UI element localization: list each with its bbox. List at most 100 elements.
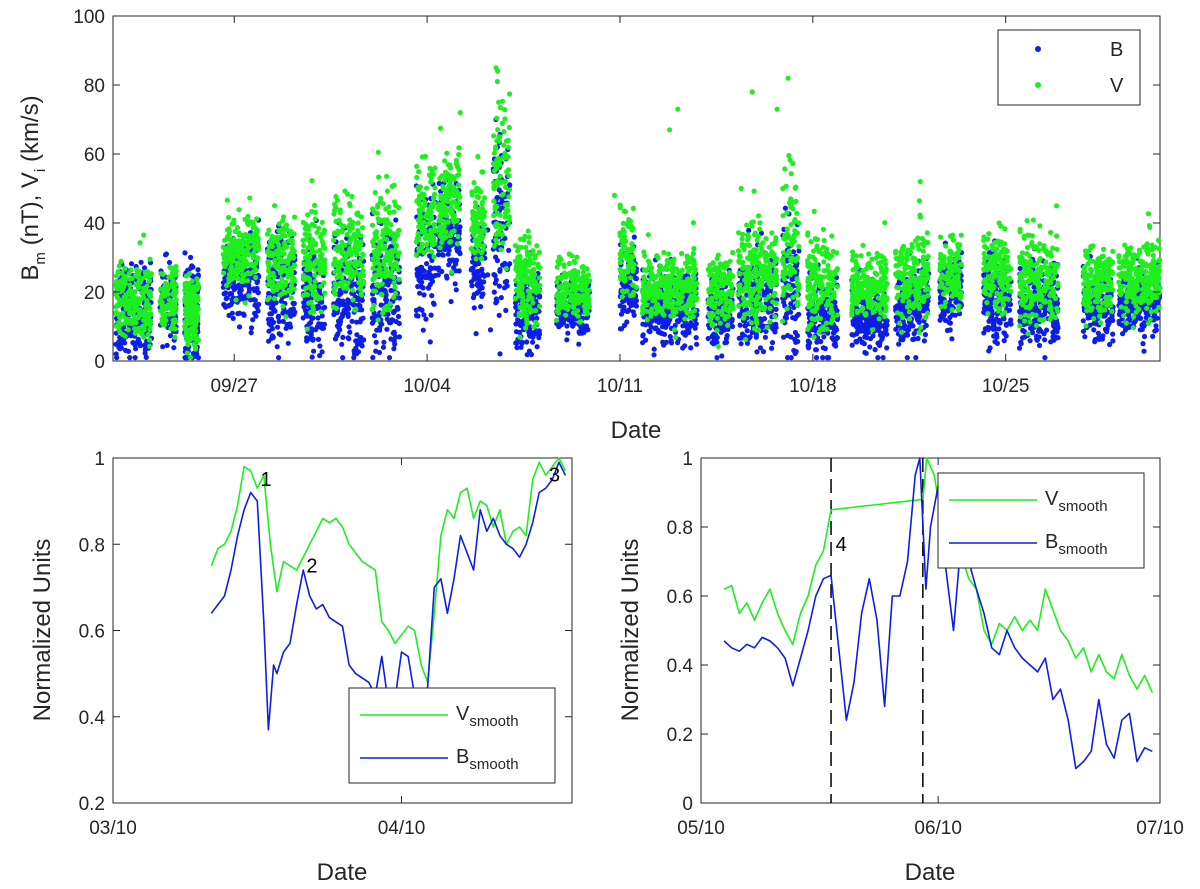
b-point bbox=[248, 330, 254, 336]
v-point bbox=[236, 250, 242, 256]
v-point bbox=[318, 309, 324, 315]
b-point bbox=[290, 306, 296, 312]
b-point bbox=[947, 314, 953, 321]
b-point bbox=[343, 303, 349, 309]
b-point bbox=[661, 331, 668, 337]
b-point bbox=[709, 340, 715, 346]
v-point bbox=[147, 305, 153, 312]
v-point bbox=[220, 251, 226, 258]
b-point bbox=[300, 315, 306, 321]
b-point bbox=[427, 339, 433, 345]
b-point bbox=[383, 297, 389, 303]
b-point bbox=[275, 314, 281, 320]
v-point bbox=[120, 275, 127, 281]
v-point bbox=[266, 263, 272, 269]
b-point bbox=[424, 261, 430, 267]
b-point bbox=[647, 329, 653, 335]
v-point bbox=[282, 282, 288, 288]
b-point bbox=[479, 293, 485, 299]
v-point bbox=[146, 278, 153, 284]
v-point bbox=[228, 247, 234, 253]
b-point bbox=[417, 290, 423, 296]
v-point bbox=[127, 287, 134, 293]
b-point bbox=[536, 294, 542, 300]
b-point bbox=[386, 355, 393, 361]
b-point bbox=[353, 338, 359, 344]
v-point bbox=[251, 250, 257, 256]
b-point bbox=[182, 250, 188, 256]
b-point bbox=[762, 334, 769, 340]
b-point bbox=[513, 300, 519, 306]
b-point bbox=[1030, 330, 1036, 336]
b-point bbox=[306, 321, 312, 327]
b-point bbox=[720, 326, 727, 332]
b-point bbox=[457, 224, 463, 230]
v-point bbox=[288, 250, 294, 256]
b-point bbox=[380, 344, 387, 350]
b-point bbox=[413, 307, 419, 313]
b-point bbox=[1036, 342, 1043, 349]
v-point bbox=[226, 228, 233, 234]
b-point bbox=[243, 282, 249, 288]
b-point bbox=[1137, 327, 1143, 333]
b-point bbox=[340, 298, 346, 304]
b-point bbox=[319, 313, 325, 319]
b-point bbox=[788, 334, 794, 340]
v-point bbox=[188, 354, 194, 360]
b-point bbox=[451, 265, 457, 271]
b-point bbox=[447, 257, 453, 263]
v-point bbox=[255, 236, 261, 242]
b-point bbox=[290, 300, 296, 306]
v-point bbox=[192, 346, 199, 352]
b-point bbox=[229, 310, 235, 316]
v-point bbox=[141, 317, 147, 323]
v-point bbox=[134, 269, 141, 275]
b-point bbox=[440, 252, 446, 258]
b-point bbox=[229, 297, 235, 303]
b-point bbox=[419, 273, 426, 279]
v-point bbox=[230, 253, 236, 259]
b-point bbox=[142, 347, 148, 353]
b-point bbox=[813, 347, 819, 353]
b-point bbox=[663, 317, 670, 323]
b-point bbox=[346, 324, 352, 330]
b-point bbox=[760, 349, 767, 355]
v-point bbox=[191, 302, 197, 308]
v-point bbox=[246, 251, 252, 258]
v-point bbox=[185, 321, 191, 327]
b-point bbox=[448, 298, 454, 305]
b-point bbox=[322, 304, 328, 310]
v-point bbox=[117, 314, 123, 321]
v-point bbox=[114, 281, 120, 287]
b-point bbox=[524, 339, 530, 345]
b-point bbox=[275, 324, 281, 330]
v-point bbox=[291, 286, 297, 292]
b-point bbox=[423, 316, 429, 322]
b-point bbox=[497, 351, 503, 357]
b-point bbox=[583, 323, 590, 329]
b-point bbox=[395, 313, 402, 320]
b-point bbox=[309, 354, 315, 360]
b-point bbox=[1141, 348, 1147, 354]
b-point bbox=[435, 267, 442, 273]
v-point bbox=[167, 264, 173, 270]
b-point bbox=[1152, 328, 1158, 334]
b-point bbox=[834, 335, 840, 342]
b-point bbox=[357, 336, 363, 342]
b-point bbox=[1103, 328, 1110, 334]
b-point bbox=[769, 340, 776, 346]
b-point bbox=[475, 283, 481, 289]
b-point bbox=[1107, 341, 1113, 348]
b-point bbox=[790, 315, 796, 321]
b-point bbox=[338, 315, 344, 321]
b-point bbox=[223, 296, 229, 302]
b-point bbox=[630, 309, 636, 315]
b-point bbox=[870, 333, 876, 339]
b-point bbox=[529, 314, 535, 320]
b-point bbox=[430, 273, 436, 279]
b-point bbox=[266, 320, 272, 327]
b-point bbox=[518, 344, 524, 350]
b-point bbox=[452, 281, 458, 287]
b-point bbox=[571, 321, 578, 327]
b-point bbox=[910, 323, 916, 329]
